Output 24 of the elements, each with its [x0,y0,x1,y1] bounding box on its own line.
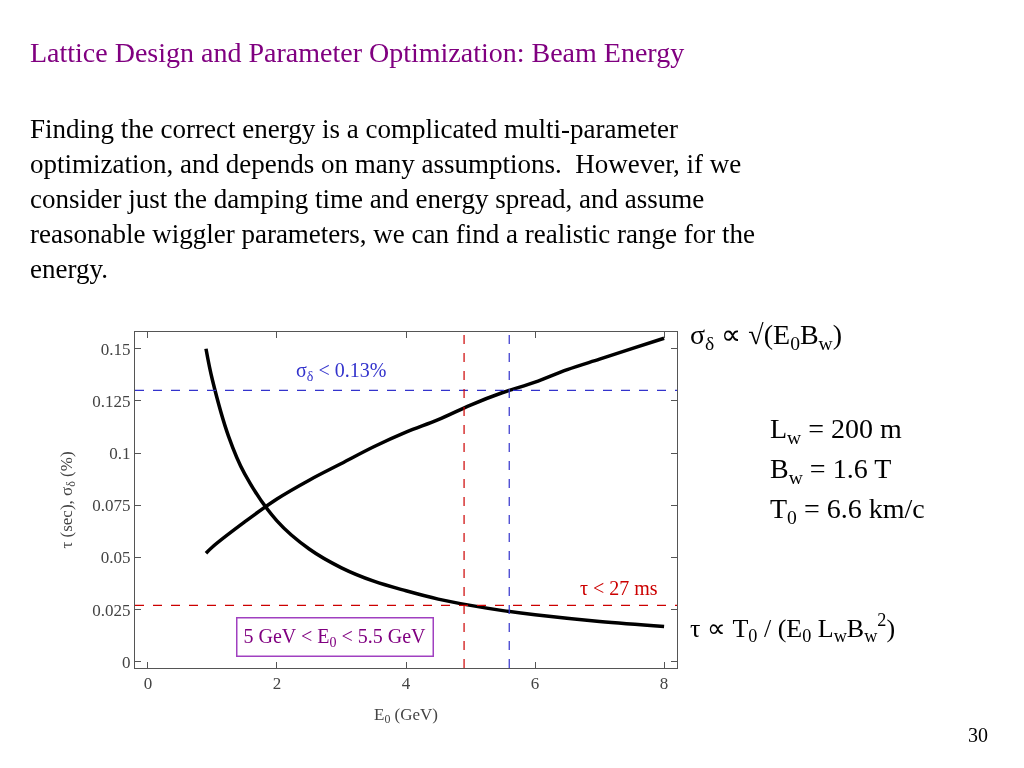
x-tick-label: 0 [143,674,153,694]
text: τ ∝ T$_{0}$ / (E$_{0}$ L$_{w}$B$_{w}$$^{2}$) [690,610,896,647]
ref-line-label: σ$_{δ}$ < 0.13% [296,359,387,385]
y-tick-label: 0.1 [109,443,131,463]
y-tick-label: 0.125 [92,391,131,411]
x-tick-label: 6 [530,674,540,694]
chart-subtitle: Finding the correct energy is a complicated multi-parameter optimization, and depends on many assumptions. However, if we consider just the damping time and energy spread, and assume reasonable wiggler parameters, we can find a realistic range for the energy. [30,114,755,285]
y-tick-label: 0.15 [100,339,131,359]
y-tick-label: 0 [122,652,131,672]
text: B$_{w}$ = 1.6 T [770,453,892,488]
y-tick-label: 0.075 [92,496,131,516]
x-tick-label: 2 [272,674,282,694]
ref-line-label: τ < 27 ms [580,577,658,599]
text: T$_{0}$ = 6.6 km/c [770,493,925,528]
y-tick-label: 0.05 [100,548,131,568]
text: σ$_{δ}$ ∝ √(E$_{0}$B$_{w}$) [690,319,843,354]
x-axis-title: E$_{0}$ (GeV) [373,704,439,727]
y-tick-label: 0.025 [92,600,131,620]
chart-title: Lattice Design and Parameter Optimization: Beam Energy [30,37,685,68]
text: 30 [968,724,988,746]
annotation: 5 GeV < E$_{0}$ < 5.5 GeV [243,624,427,650]
x-tick-label: 4 [401,674,411,694]
x-tick-label: 8 [659,674,669,694]
text: L$_{w}$ = 200 m [770,413,903,448]
